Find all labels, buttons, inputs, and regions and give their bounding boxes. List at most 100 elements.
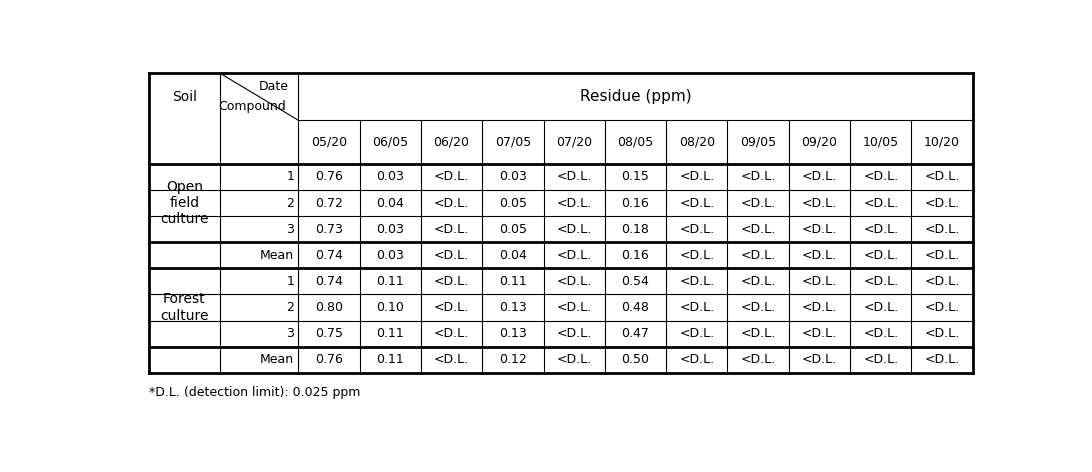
Text: 0.75: 0.75	[314, 327, 343, 340]
Text: <D.L.: <D.L.	[740, 301, 775, 314]
Text: Residue (ppm): Residue (ppm)	[580, 89, 691, 104]
Text: <D.L.: <D.L.	[557, 327, 592, 340]
Text: <D.L.: <D.L.	[802, 301, 836, 314]
Text: <D.L.: <D.L.	[802, 196, 836, 210]
Text: 0.04: 0.04	[499, 249, 526, 262]
Text: 0.05: 0.05	[499, 223, 526, 236]
Text: <D.L.: <D.L.	[557, 275, 592, 288]
Text: <D.L.: <D.L.	[802, 170, 836, 184]
Text: 09/05: 09/05	[740, 135, 776, 149]
Text: 0.50: 0.50	[621, 353, 650, 366]
Text: Soil: Soil	[171, 90, 197, 104]
Text: 10/20: 10/20	[924, 135, 960, 149]
Text: 07/05: 07/05	[495, 135, 531, 149]
Text: <D.L.: <D.L.	[925, 327, 960, 340]
Text: 0.03: 0.03	[499, 170, 526, 184]
Text: 0.03: 0.03	[377, 249, 404, 262]
Text: <D.L.: <D.L.	[679, 223, 714, 236]
Text: <D.L.: <D.L.	[557, 196, 592, 210]
Text: <D.L.: <D.L.	[925, 223, 960, 236]
Text: <D.L.: <D.L.	[679, 353, 714, 366]
Text: 09/20: 09/20	[802, 135, 838, 149]
Text: <D.L.: <D.L.	[557, 301, 592, 314]
Text: 06/20: 06/20	[434, 135, 470, 149]
Text: <D.L.: <D.L.	[863, 301, 899, 314]
Text: 0.10: 0.10	[377, 301, 404, 314]
Text: 2: 2	[286, 301, 294, 314]
Text: <D.L.: <D.L.	[740, 249, 775, 262]
Text: 0.12: 0.12	[499, 353, 526, 366]
Text: <D.L.: <D.L.	[679, 249, 714, 262]
Text: <D.L.: <D.L.	[434, 196, 470, 210]
Text: 0.11: 0.11	[377, 327, 404, 340]
Text: 0.18: 0.18	[621, 223, 650, 236]
Text: <D.L.: <D.L.	[740, 223, 775, 236]
Text: 07/20: 07/20	[556, 135, 592, 149]
Text: Open
field
culture: Open field culture	[161, 180, 209, 226]
Text: 0.04: 0.04	[377, 196, 404, 210]
Text: <D.L.: <D.L.	[863, 223, 899, 236]
Text: 0.13: 0.13	[499, 327, 526, 340]
Text: 0.11: 0.11	[377, 353, 404, 366]
Text: <D.L.: <D.L.	[434, 327, 470, 340]
Text: <D.L.: <D.L.	[863, 275, 899, 288]
Text: *D.L. (detection limit): 0.025 ppm: *D.L. (detection limit): 0.025 ppm	[150, 386, 360, 398]
Text: 0.47: 0.47	[621, 327, 650, 340]
Text: <D.L.: <D.L.	[679, 196, 714, 210]
Text: <D.L.: <D.L.	[802, 223, 836, 236]
Text: <D.L.: <D.L.	[740, 196, 775, 210]
Text: Forest
culture: Forest culture	[161, 293, 209, 323]
Text: 0.13: 0.13	[499, 301, 526, 314]
Text: 0.80: 0.80	[314, 301, 343, 314]
Text: <D.L.: <D.L.	[434, 301, 470, 314]
Text: <D.L.: <D.L.	[925, 196, 960, 210]
Text: <D.L.: <D.L.	[925, 301, 960, 314]
Text: 0.03: 0.03	[377, 170, 404, 184]
Text: <D.L.: <D.L.	[557, 353, 592, 366]
Text: 0.72: 0.72	[314, 196, 343, 210]
Text: 1: 1	[286, 170, 294, 184]
Text: <D.L.: <D.L.	[802, 327, 836, 340]
Text: 0.48: 0.48	[621, 301, 650, 314]
Text: <D.L.: <D.L.	[679, 170, 714, 184]
Text: 0.05: 0.05	[499, 196, 526, 210]
Text: 3: 3	[286, 223, 294, 236]
Text: 0.11: 0.11	[499, 275, 526, 288]
Text: 0.11: 0.11	[377, 275, 404, 288]
Text: 0.76: 0.76	[314, 170, 343, 184]
Text: 0.16: 0.16	[621, 249, 650, 262]
Text: 0.76: 0.76	[314, 353, 343, 366]
Text: Mean: Mean	[260, 353, 294, 366]
Text: 08/20: 08/20	[679, 135, 715, 149]
Text: <D.L.: <D.L.	[557, 249, 592, 262]
Text: 0.74: 0.74	[314, 275, 343, 288]
Text: <D.L.: <D.L.	[740, 327, 775, 340]
Text: 0.74: 0.74	[314, 249, 343, 262]
Text: 06/05: 06/05	[372, 135, 408, 149]
Text: <D.L.: <D.L.	[434, 170, 470, 184]
Text: 0.15: 0.15	[621, 170, 650, 184]
Text: <D.L.: <D.L.	[434, 275, 470, 288]
Text: <D.L.: <D.L.	[679, 327, 714, 340]
Text: <D.L.: <D.L.	[679, 275, 714, 288]
Text: <D.L.: <D.L.	[557, 223, 592, 236]
Text: <D.L.: <D.L.	[863, 327, 899, 340]
Text: <D.L.: <D.L.	[802, 275, 836, 288]
Text: <D.L.: <D.L.	[557, 170, 592, 184]
Text: <D.L.: <D.L.	[740, 170, 775, 184]
Text: <D.L.: <D.L.	[925, 275, 960, 288]
Text: <D.L.: <D.L.	[863, 353, 899, 366]
Text: Compound: Compound	[218, 100, 286, 113]
Text: <D.L.: <D.L.	[925, 249, 960, 262]
Text: 0.54: 0.54	[621, 275, 650, 288]
Text: <D.L.: <D.L.	[925, 353, 960, 366]
Text: 08/05: 08/05	[617, 135, 654, 149]
Text: 2: 2	[286, 196, 294, 210]
Text: 10/05: 10/05	[863, 135, 899, 149]
Text: <D.L.: <D.L.	[679, 301, 714, 314]
Text: <D.L.: <D.L.	[740, 275, 775, 288]
Text: <D.L.: <D.L.	[802, 249, 836, 262]
Text: <D.L.: <D.L.	[434, 223, 470, 236]
Text: <D.L.: <D.L.	[802, 353, 836, 366]
Text: 0.03: 0.03	[377, 223, 404, 236]
